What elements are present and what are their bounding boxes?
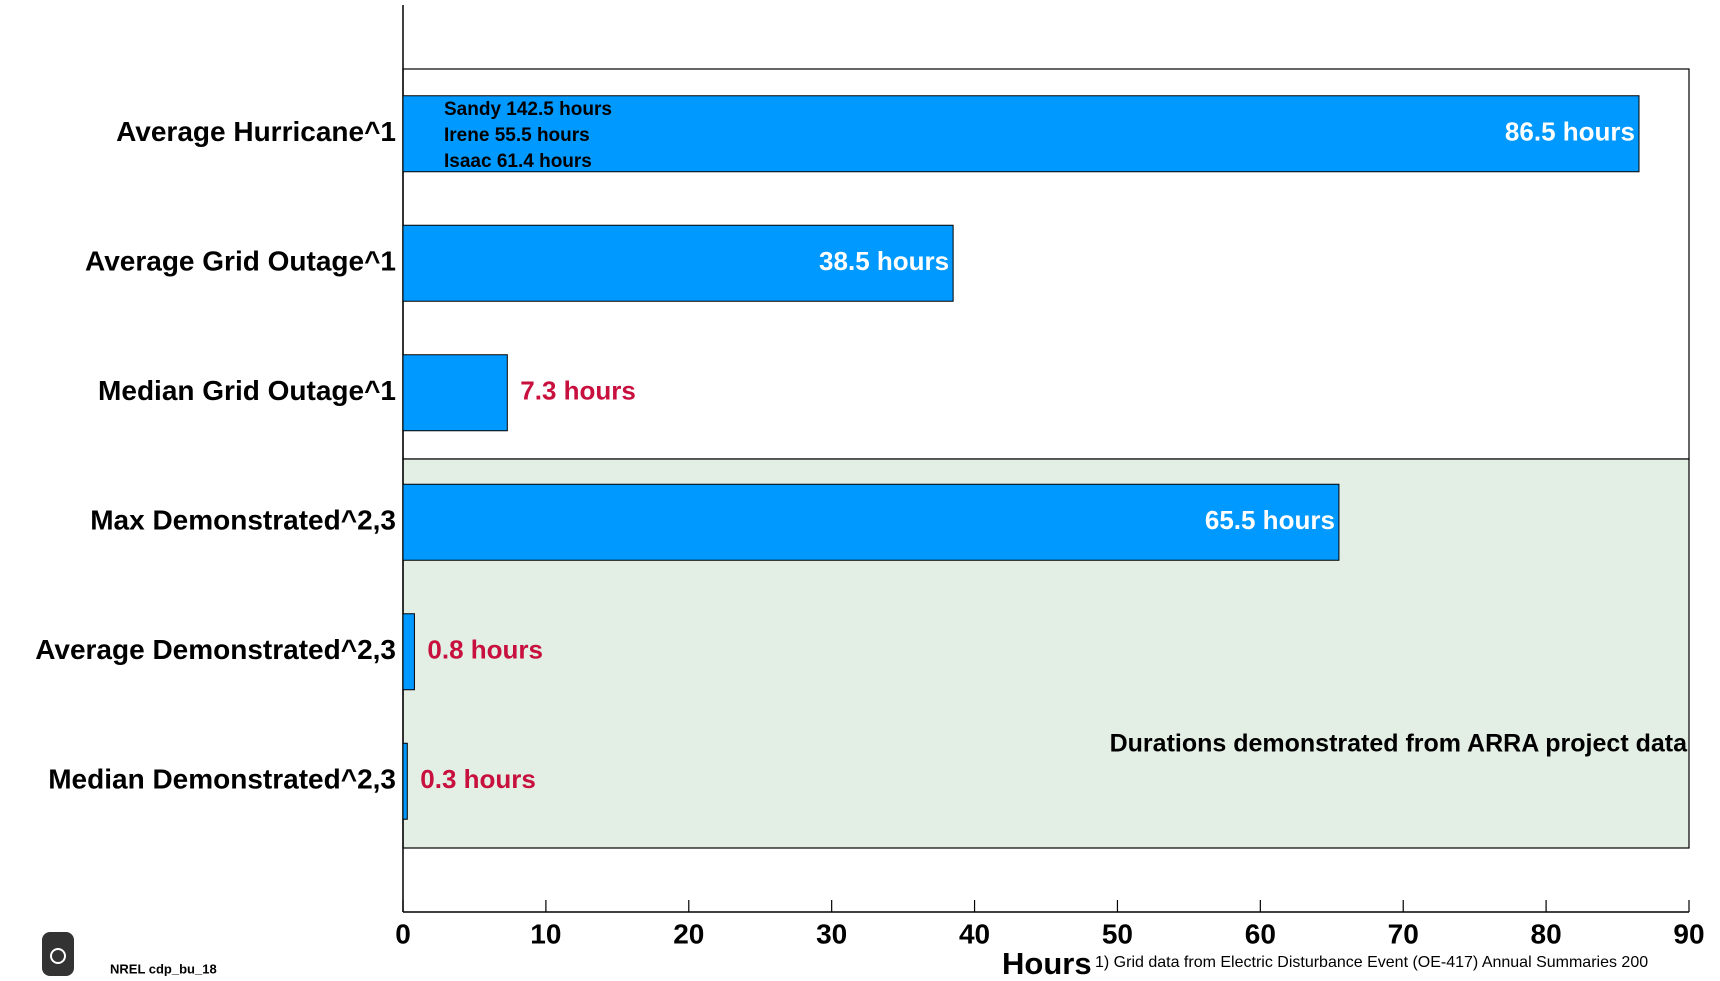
value-label: 0.3 hours bbox=[420, 764, 536, 794]
bar bbox=[402, 742, 408, 820]
x-axis-title: Hours bbox=[1002, 946, 1092, 981]
annotation: Irene 55.5 hours bbox=[444, 125, 590, 146]
value-label: 7.3 hours bbox=[520, 376, 636, 406]
value-label: 0.8 hours bbox=[427, 635, 543, 665]
logo-icon bbox=[42, 932, 74, 976]
bar bbox=[402, 224, 954, 302]
x-tick-label: 80 bbox=[1531, 918, 1562, 949]
value-label: 86.5 hours bbox=[1505, 117, 1635, 147]
bar bbox=[402, 483, 1340, 561]
logo-glyph bbox=[50, 948, 66, 964]
annotation: Isaac 61.4 hours bbox=[444, 151, 592, 172]
y-tick-label: Average Demonstrated^2,3 bbox=[35, 634, 396, 665]
value-label: 65.5 hours bbox=[1205, 505, 1335, 535]
x-tick-label: 70 bbox=[1388, 918, 1419, 949]
region-label: Durations demonstrated from ARRA project… bbox=[1110, 730, 1688, 758]
x-tick-label: 20 bbox=[673, 918, 704, 949]
x-tick-label: 60 bbox=[1245, 918, 1276, 949]
bar bbox=[402, 613, 415, 691]
value-label: 38.5 hours bbox=[819, 246, 949, 276]
bar bbox=[402, 95, 1640, 173]
annotation: Sandy 142.5 hours bbox=[444, 99, 612, 120]
y-tick-label: Median Grid Outage^1 bbox=[98, 375, 396, 406]
y-tick-label: Average Hurricane^1 bbox=[116, 116, 396, 147]
x-tick-label: 40 bbox=[959, 918, 990, 949]
x-tick-label: 10 bbox=[530, 918, 561, 949]
x-tick-label: 0 bbox=[395, 918, 411, 949]
logo-text: NREL cdp_bu_18 bbox=[110, 961, 217, 976]
footnote: 1) Grid data from Electric Disturbance E… bbox=[1095, 954, 1648, 971]
y-tick-label: Max Demonstrated^2,3 bbox=[90, 505, 396, 536]
bar bbox=[402, 354, 508, 432]
x-tick-label: 50 bbox=[1102, 918, 1133, 949]
y-tick-label: Median Demonstrated^2,3 bbox=[48, 764, 396, 795]
x-tick-label: 90 bbox=[1673, 918, 1704, 949]
x-tick-label: 30 bbox=[816, 918, 847, 949]
y-tick-label: Average Grid Outage^1 bbox=[85, 246, 396, 277]
